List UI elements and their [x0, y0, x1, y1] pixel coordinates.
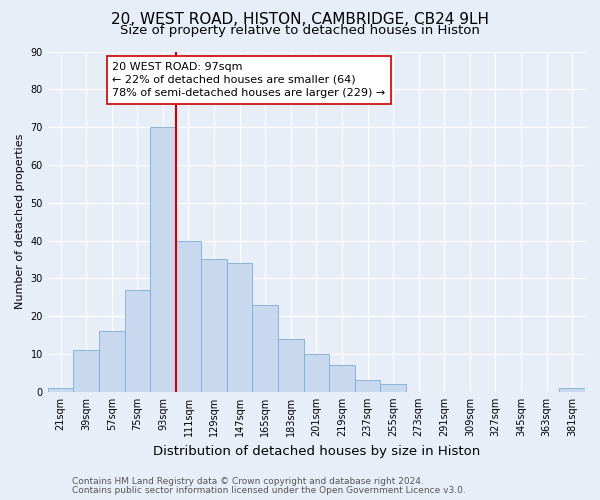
Bar — [278, 339, 304, 392]
Bar — [227, 263, 253, 392]
Bar — [355, 380, 380, 392]
Bar — [380, 384, 406, 392]
Bar — [125, 290, 150, 392]
Y-axis label: Number of detached properties: Number of detached properties — [15, 134, 25, 310]
X-axis label: Distribution of detached houses by size in Histon: Distribution of detached houses by size … — [153, 444, 480, 458]
Bar — [48, 388, 73, 392]
Bar — [559, 388, 585, 392]
Bar — [150, 127, 176, 392]
Bar — [176, 240, 201, 392]
Bar — [253, 305, 278, 392]
Bar — [99, 332, 125, 392]
Bar — [201, 260, 227, 392]
Text: Contains HM Land Registry data © Crown copyright and database right 2024.: Contains HM Land Registry data © Crown c… — [72, 477, 424, 486]
Bar — [329, 366, 355, 392]
Bar — [73, 350, 99, 392]
Text: Size of property relative to detached houses in Histon: Size of property relative to detached ho… — [120, 24, 480, 37]
Bar — [304, 354, 329, 392]
Text: Contains public sector information licensed under the Open Government Licence v3: Contains public sector information licen… — [72, 486, 466, 495]
Text: 20 WEST ROAD: 97sqm
← 22% of detached houses are smaller (64)
78% of semi-detach: 20 WEST ROAD: 97sqm ← 22% of detached ho… — [112, 62, 386, 98]
Text: 20, WEST ROAD, HISTON, CAMBRIDGE, CB24 9LH: 20, WEST ROAD, HISTON, CAMBRIDGE, CB24 9… — [111, 12, 489, 28]
